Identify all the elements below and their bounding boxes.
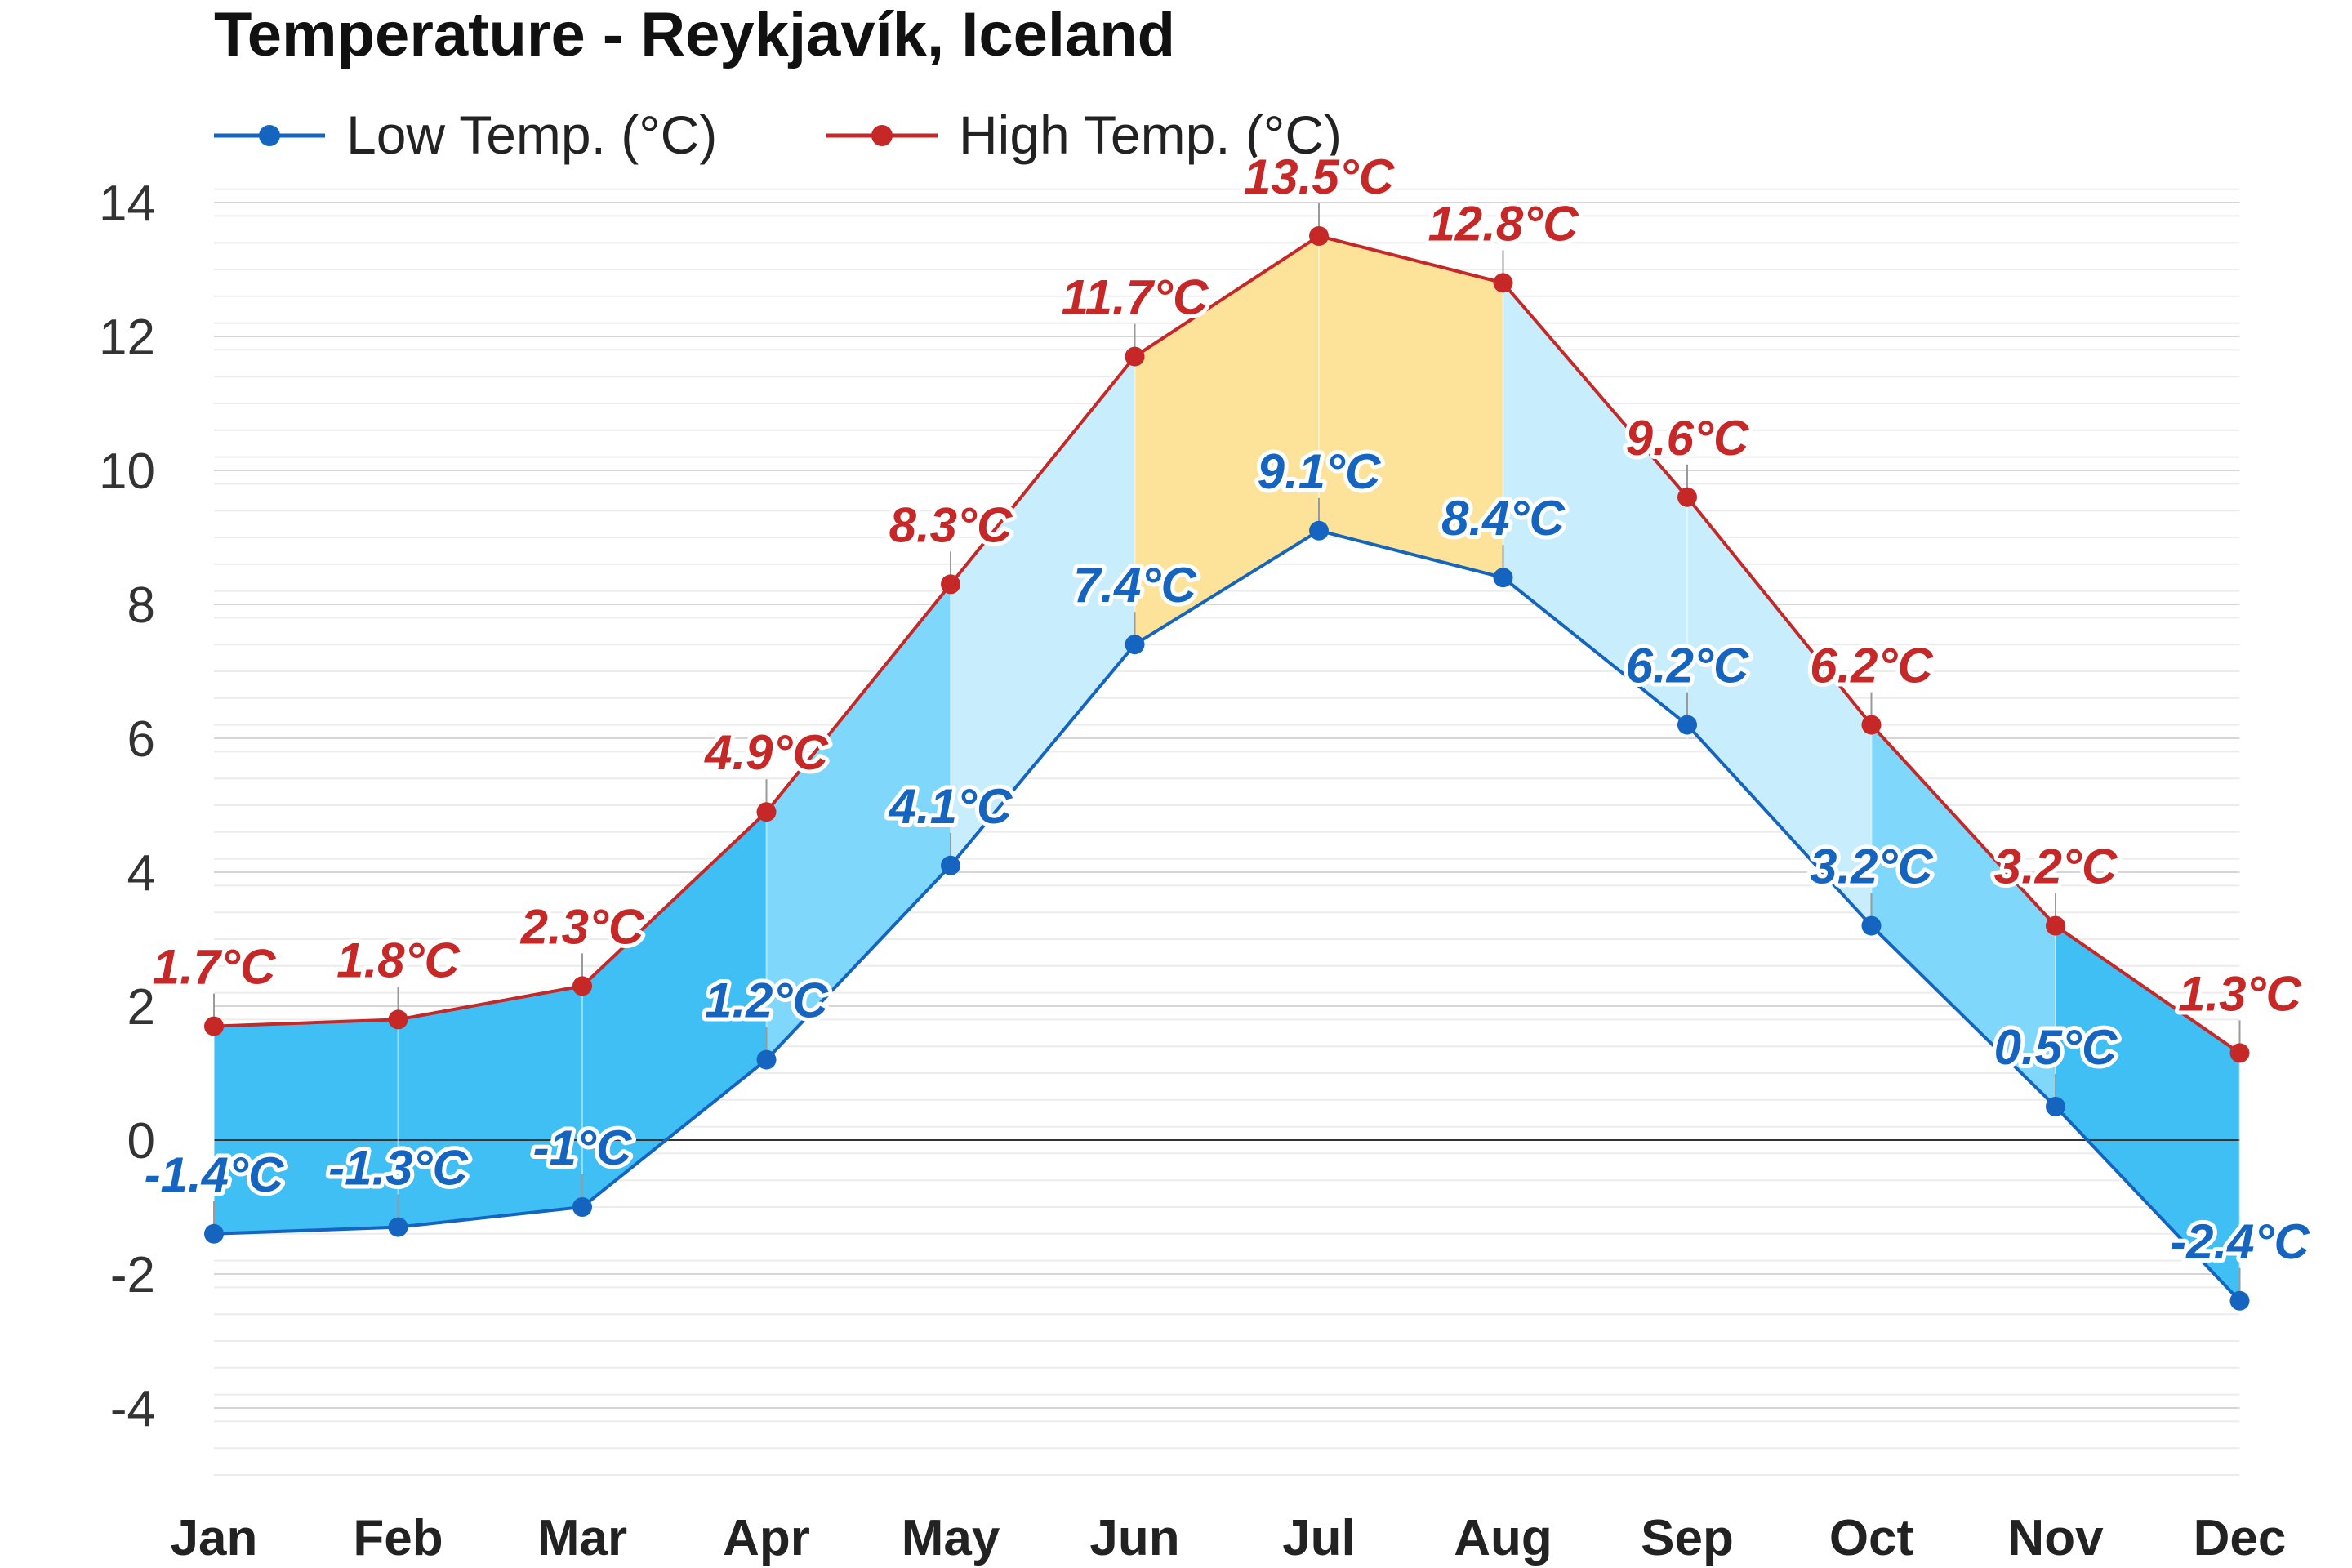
low-temp-label-apr: 1.2°C bbox=[705, 973, 829, 1028]
low-temp-label-may: 4.1°C bbox=[889, 779, 1013, 834]
x-tick-label-jul: Jul bbox=[1282, 1510, 1356, 1566]
band-nov bbox=[2056, 925, 2240, 1301]
high-temp-label-mar: 2.3°C bbox=[520, 899, 645, 954]
high-temp-point-sep[interactable] bbox=[1677, 487, 1697, 507]
low-temp-label-oct: 3.2°C bbox=[1810, 840, 1934, 894]
high-temp-label-sep: 9.6°C bbox=[1626, 411, 1750, 466]
high-temp-point-dec[interactable] bbox=[2230, 1043, 2250, 1063]
low-temp-point-jul[interactable] bbox=[1309, 520, 1329, 541]
y-axis: 14 12 10 8 6 4 2 0 -2 -4 bbox=[99, 176, 155, 1437]
low-temp-point-oct[interactable] bbox=[1861, 915, 1882, 936]
high-temp-label-nov: 3.2°C bbox=[1994, 840, 2118, 894]
chart-title: Temperature - Reykjavík, Iceland bbox=[214, 0, 1175, 69]
low-temp-point-sep[interactable] bbox=[1677, 715, 1697, 735]
high-temp-point-may[interactable] bbox=[941, 574, 960, 595]
low-temp-line bbox=[213, 528, 2241, 1303]
high-temp-point-jun[interactable] bbox=[1125, 346, 1145, 367]
x-tick-label-dec: Dec bbox=[2194, 1510, 2287, 1566]
low-temp-point-nov[interactable] bbox=[2046, 1097, 2065, 1116]
y-tick-label: -2 bbox=[110, 1247, 155, 1303]
band-jan bbox=[214, 1019, 399, 1234]
high-temp-point-aug[interactable] bbox=[1493, 273, 1513, 293]
y-tick-label: 2 bbox=[127, 979, 155, 1036]
high-temp-label-apr: 4.9°C bbox=[704, 725, 829, 780]
x-tick-label-nov: Nov bbox=[2007, 1510, 2104, 1566]
high-temp-label-may: 8.3°C bbox=[889, 497, 1013, 552]
high-temp-label-feb: 1.8°C bbox=[336, 933, 461, 987]
high-temp-point-jul[interactable] bbox=[1309, 226, 1329, 246]
low-temp-point-dec[interactable] bbox=[2230, 1290, 2250, 1311]
band-mar bbox=[582, 812, 767, 1207]
x-tick-label-feb: Feb bbox=[353, 1510, 443, 1566]
high-temp-label-jun: 11.7°C bbox=[1062, 270, 1209, 325]
high-temp-point-nov[interactable] bbox=[2046, 915, 2065, 936]
low-temp-label-feb: -1.3°C bbox=[328, 1141, 469, 1196]
low-temp-point-mar[interactable] bbox=[572, 1197, 592, 1217]
y-tick-label: 14 bbox=[99, 176, 155, 232]
low-temp-point-apr[interactable] bbox=[756, 1049, 777, 1070]
high-temp-label-dec: 1.3°C bbox=[2178, 966, 2302, 1021]
low-temp-label-aug: 8.4°C bbox=[1441, 491, 1566, 546]
low-temp-label-jul: 9.1°C bbox=[1258, 444, 1382, 499]
high-temp-line bbox=[213, 234, 2241, 1055]
y-tick-label: 4 bbox=[127, 845, 155, 902]
legend-item-high[interactable]: High Temp. (°C) bbox=[826, 105, 1342, 165]
y-tick-label: 8 bbox=[127, 577, 155, 634]
low-temp-point-aug[interactable] bbox=[1493, 568, 1513, 588]
band-jul bbox=[1319, 236, 1503, 578]
low-temp-label-mar: -1°C bbox=[533, 1120, 633, 1175]
x-tick-label-apr: Apr bbox=[723, 1510, 810, 1566]
y-tick-label: 12 bbox=[99, 310, 155, 366]
legend-item-low[interactable]: Low Temp. (°C) bbox=[214, 105, 717, 165]
legend-low-marker bbox=[259, 125, 280, 146]
x-tick-label-jan: Jan bbox=[171, 1510, 258, 1566]
low-temp-point-jan[interactable] bbox=[204, 1223, 224, 1244]
y-tick-label: -4 bbox=[110, 1381, 155, 1437]
y-tick-label: 6 bbox=[127, 711, 155, 768]
high-temp-label-jan: 1.7°C bbox=[153, 940, 277, 995]
low-temp-point-jun[interactable] bbox=[1125, 635, 1145, 655]
low-temp-label-nov: 0.5°C bbox=[1994, 1020, 2118, 1075]
low-temp-label-jun: 7.4°C bbox=[1073, 558, 1197, 612]
band-oct bbox=[1871, 724, 2056, 1107]
temperature-bands bbox=[214, 236, 2240, 1301]
x-tick-label-oct: Oct bbox=[1829, 1510, 1913, 1566]
legend: Low Temp. (°C) High Temp. (°C) bbox=[214, 105, 1342, 165]
legend-high-marker bbox=[871, 125, 893, 146]
low-temp-label-dec: -2.4°C bbox=[2170, 1214, 2310, 1269]
x-tick-label-may: May bbox=[902, 1510, 1000, 1566]
low-temp-point-may[interactable] bbox=[941, 855, 960, 875]
low-temp-label-jan: -1.4°C bbox=[145, 1147, 285, 1202]
low-temp-label-sep: 6.2°C bbox=[1626, 639, 1750, 693]
data-labels: -1.4°C -1.3°C -1°C 1.2°C 4.1°C 7.4°C 9.1°C 8.4°… bbox=[140, 145, 2315, 1273]
high-temp-label-jul: 13.5°C bbox=[1244, 149, 1396, 204]
x-tick-label-mar: Mar bbox=[537, 1510, 627, 1566]
high-temp-point-feb[interactable] bbox=[388, 1009, 408, 1030]
low-temp-point-feb[interactable] bbox=[388, 1217, 408, 1237]
band-feb bbox=[398, 986, 582, 1227]
high-temp-point-mar[interactable] bbox=[572, 976, 592, 996]
x-tick-label-aug: Aug bbox=[1454, 1510, 1552, 1566]
legend-high-label: High Temp. (°C) bbox=[959, 105, 1342, 165]
band-jun bbox=[1134, 236, 1319, 645]
band-sep bbox=[1687, 497, 1872, 926]
band-apr bbox=[766, 584, 951, 1060]
series-lines bbox=[204, 203, 2250, 1311]
x-axis: Jan Feb Mar Apr May Jun Jul Aug Sep Oct Nov Dec bbox=[171, 1510, 2287, 1566]
band-may bbox=[951, 356, 1135, 866]
y-tick-label: 10 bbox=[99, 443, 155, 500]
x-tick-label-jun: Jun bbox=[1089, 1510, 1179, 1566]
y-tick-label: 0 bbox=[127, 1113, 155, 1169]
x-tick-label-sep: Sep bbox=[1641, 1510, 1734, 1566]
high-temp-point-jan[interactable] bbox=[204, 1016, 224, 1036]
high-temp-label-aug: 12.8°C bbox=[1428, 196, 1579, 251]
high-temp-label-oct: 6.2°C bbox=[1810, 639, 1934, 693]
high-temp-point-apr[interactable] bbox=[756, 802, 777, 822]
legend-low-label: Low Temp. (°C) bbox=[346, 105, 717, 165]
high-temp-point-oct[interactable] bbox=[1861, 715, 1882, 735]
